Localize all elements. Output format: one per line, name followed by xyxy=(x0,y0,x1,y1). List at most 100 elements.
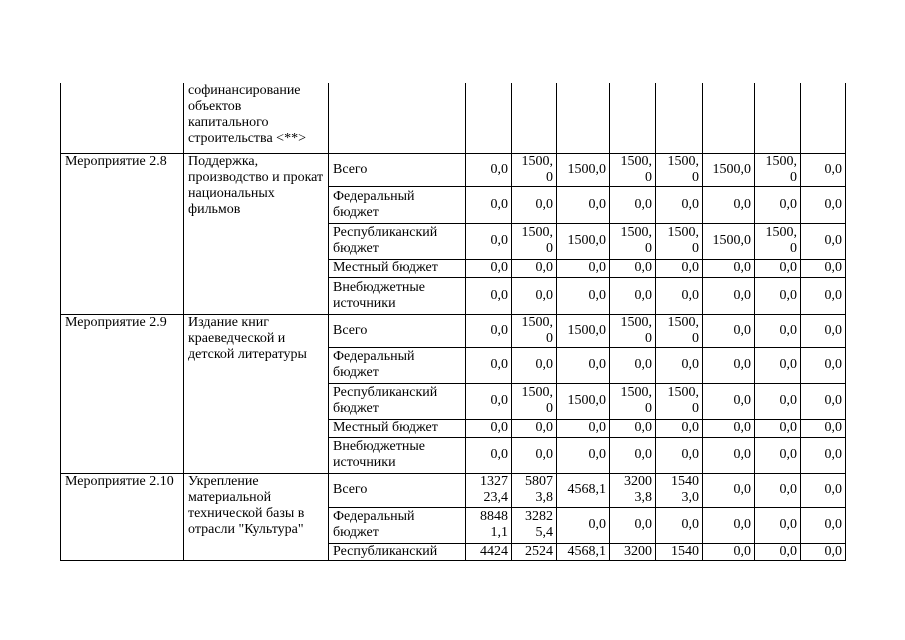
table-row: Федеральный бюджет 0,0 0,0 0,0 0,0 0,0 0,0 0,0 0… xyxy=(61,185,846,224)
value: 2524 xyxy=(525,543,553,559)
value-cell: 0,0 xyxy=(655,185,703,224)
value-cell: 1500,0 xyxy=(556,222,610,260)
value: 0,0 xyxy=(490,287,509,303)
value: 1500,0 xyxy=(620,153,653,185)
measure-name: Мероприятие 2.8 xyxy=(60,152,184,315)
value: 0,0 xyxy=(824,420,843,435)
value-cell: 0,0 xyxy=(754,185,801,224)
value-cell: 1500,0 xyxy=(655,382,703,420)
value-cell: 0,0 xyxy=(609,506,656,544)
value: 1500,0 xyxy=(667,385,700,416)
table-row: Мероприятие 2.10 Укрепление материальной … xyxy=(60,472,846,561)
value: 1500,0 xyxy=(521,314,554,346)
value-cell: 1500,0 xyxy=(702,222,755,260)
value: 0,0 xyxy=(634,447,653,462)
value: 0,0 xyxy=(588,447,607,462)
value-cell: 0,0 xyxy=(800,506,846,544)
measure-description: софинансирование объектов капитального с… xyxy=(183,83,329,154)
value-cell: 0,0 xyxy=(800,222,846,260)
value-cell: 4424 xyxy=(465,542,512,561)
value-cell: 0,0 xyxy=(609,436,656,474)
value-cell: 0,0 xyxy=(609,346,656,384)
value-cell: 0,0 xyxy=(702,258,755,278)
value-cell: 0,0 xyxy=(800,346,846,384)
table-row: Республиканский бюджет 0,0 1500,0 1500,0 150… xyxy=(61,222,846,260)
value: 1500,0 xyxy=(667,225,700,256)
value: 4568,1 xyxy=(567,482,607,497)
funding-source: Внебюджетные источники xyxy=(328,276,466,315)
value-cell: 0,0 xyxy=(800,436,846,474)
value: 0,0 xyxy=(779,357,798,372)
value-cell: 0,0 xyxy=(465,313,512,348)
value-cell: 0,0 xyxy=(754,276,801,315)
value-cell: 0,0 xyxy=(800,313,846,348)
value: 0,0 xyxy=(733,357,752,372)
value-cell: 0,0 xyxy=(609,418,656,438)
value-cell: 1500,0 xyxy=(655,152,703,187)
value-cell: 88481,1 xyxy=(465,506,512,544)
value: 0,0 xyxy=(733,420,752,435)
value-cell: 0,0 xyxy=(465,418,512,438)
value-cell: 0,0 xyxy=(754,506,801,544)
value-cell: 0,0 xyxy=(609,276,656,315)
value: 0,0 xyxy=(681,260,700,275)
value-cell: 1500,0 xyxy=(655,313,703,348)
value: 0,0 xyxy=(535,420,554,435)
table-row: Республиканский бюджет 0,0 1500,0 1500,0 150… xyxy=(61,382,846,420)
value: 0,0 xyxy=(733,543,752,559)
value-cell: 0,0 xyxy=(655,506,703,544)
value-cell: 0,0 xyxy=(702,506,755,544)
value-cell: 0,0 xyxy=(754,542,801,561)
value: 0,0 xyxy=(824,161,843,177)
value-cell: 0,0 xyxy=(702,382,755,420)
value-cell: 1500,0 xyxy=(511,382,557,420)
value: 0,0 xyxy=(779,482,798,497)
funding-source: Республиканский xyxy=(328,542,466,561)
value-cell: 0,0 xyxy=(465,185,512,224)
value-cell: 1500,0 xyxy=(754,152,801,187)
value-cell: 0,0 xyxy=(556,346,610,384)
value: 1500,0 xyxy=(667,153,700,185)
value: 1540 xyxy=(671,543,699,559)
table-row: Внебюджетные источники 0,0 0,0 0,0 0,0 0,0 0,0… xyxy=(61,276,846,315)
value: 0,0 xyxy=(733,322,752,338)
value: 132723,4 xyxy=(480,474,508,505)
value: 1500,0 xyxy=(765,153,798,185)
table-row: Федеральный бюджет 88481,1 32825,4 0,0 0,0 0,… xyxy=(61,506,846,544)
value: 0,0 xyxy=(535,260,554,275)
value-cell: 0,0 xyxy=(702,436,755,474)
value-cell: 0,0 xyxy=(609,258,656,278)
value-cell: 0,0 xyxy=(800,418,846,438)
value-cell: 4568,1 xyxy=(556,542,610,561)
value: 0,0 xyxy=(733,482,752,497)
value: 0,0 xyxy=(824,196,843,212)
value: 0,0 xyxy=(824,393,843,408)
funding-source: Всего xyxy=(328,313,466,348)
value: 0,0 xyxy=(588,357,607,372)
value: 0,0 xyxy=(634,357,653,372)
value-cell: 0,0 xyxy=(465,258,512,278)
value: 0,0 xyxy=(733,447,752,462)
value: 0,0 xyxy=(490,322,509,338)
value: 0,0 xyxy=(490,420,509,435)
value-cell: 1500,0 xyxy=(609,152,656,187)
value-cell: 0,0 xyxy=(800,472,846,508)
value: 0,0 xyxy=(634,420,653,435)
value: 0,0 xyxy=(588,196,607,212)
value: 1500,0 xyxy=(620,225,653,256)
value: 0,0 xyxy=(824,233,843,248)
value: 1500,0 xyxy=(667,314,700,346)
value: 0,0 xyxy=(824,260,843,275)
value: 1500,0 xyxy=(712,161,752,177)
value: 0,0 xyxy=(490,161,509,177)
value-cell: 0,0 xyxy=(655,346,703,384)
value-cell: 1500,0 xyxy=(609,313,656,348)
value: 1500,0 xyxy=(620,385,653,416)
value-cell: 0,0 xyxy=(556,185,610,224)
value-cell: 0,0 xyxy=(702,418,755,438)
value-cell: 1500,0 xyxy=(556,152,610,187)
value-cell: 0,0 xyxy=(511,258,557,278)
cell-empty xyxy=(60,83,184,154)
value: 0,0 xyxy=(535,447,554,462)
value: 0,0 xyxy=(733,287,752,303)
